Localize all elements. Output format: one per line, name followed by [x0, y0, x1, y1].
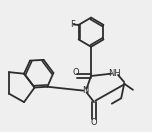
Text: O: O — [91, 118, 97, 127]
Text: N: N — [82, 86, 88, 95]
Text: O: O — [72, 68, 79, 77]
Text: NH: NH — [108, 69, 121, 78]
Text: F: F — [70, 20, 75, 29]
